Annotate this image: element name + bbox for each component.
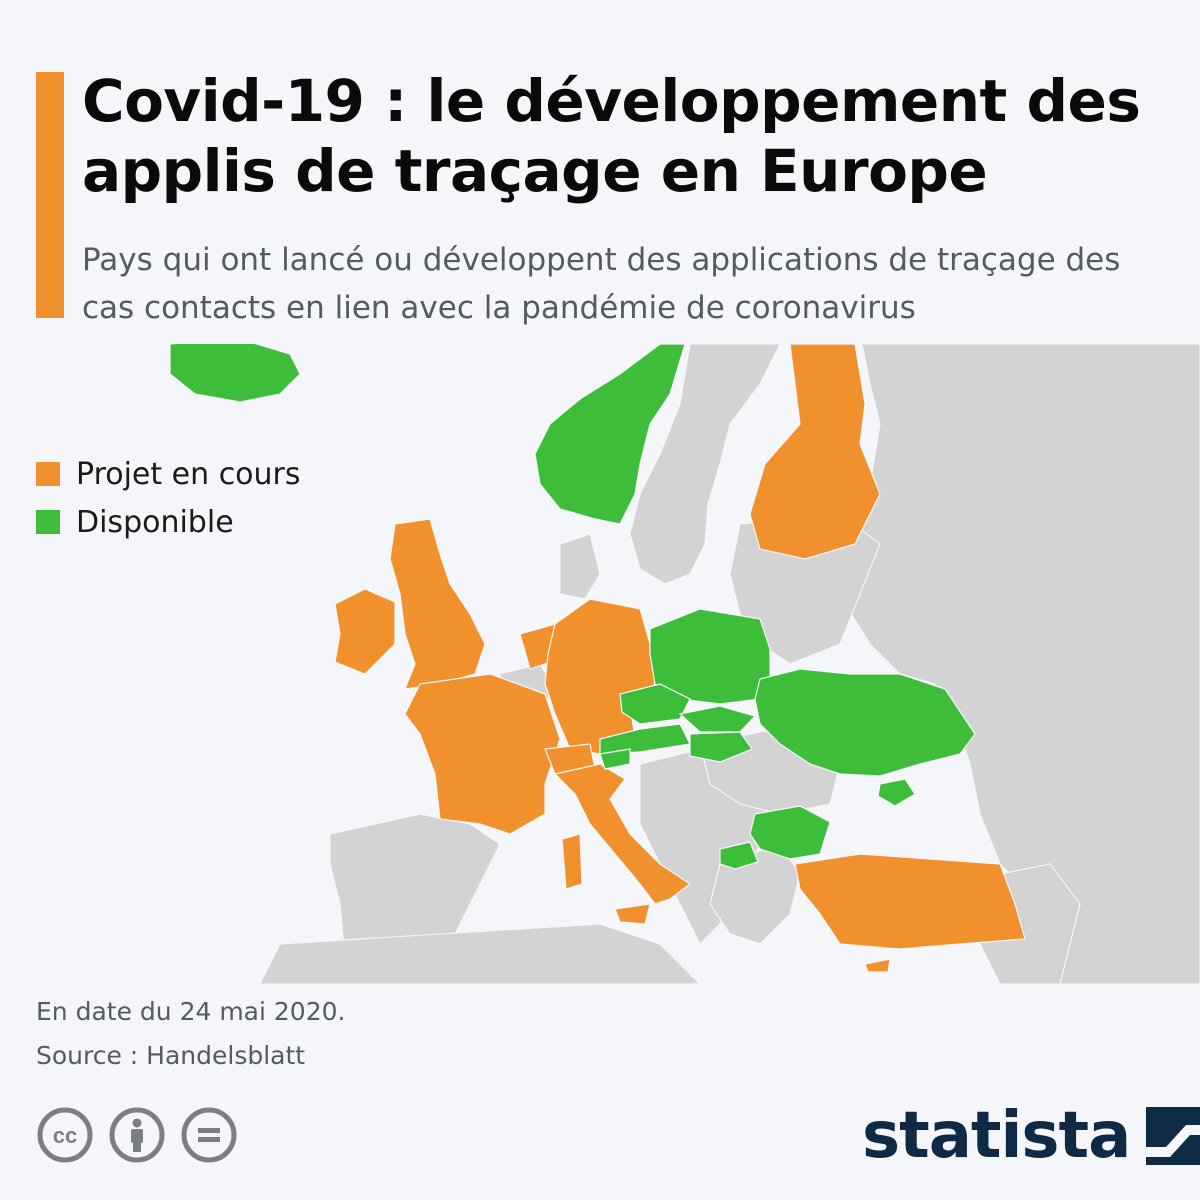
legend-label: Disponible	[76, 504, 234, 540]
by-icon[interactable]	[108, 1106, 166, 1164]
legend-swatch-orange	[36, 462, 60, 486]
legend-swatch-green	[36, 510, 60, 534]
footnote: En date du 24 mai 2020. Source : Handels…	[36, 990, 345, 1078]
countries-disponible	[169, 344, 976, 870]
nd-icon[interactable]	[180, 1106, 238, 1164]
legend-label: Projet en cours	[76, 456, 301, 492]
page-subtitle: Pays qui ont lancé ou développent des ap…	[82, 242, 1121, 326]
legend: Projet en cours Disponible	[36, 450, 301, 546]
footnote-date: En date du 24 mai 2020.	[36, 997, 346, 1026]
page-title: Covid-19 : le développement des applis d…	[82, 67, 1141, 205]
accent-bar	[36, 72, 64, 318]
brand[interactable]: statista	[862, 1096, 1200, 1176]
base-land	[259, 344, 1200, 984]
cc-icon[interactable]: cc	[36, 1106, 94, 1164]
countries-projet	[334, 344, 1026, 973]
svg-text:cc: cc	[53, 1123, 77, 1148]
legend-item-disponible: Disponible	[36, 498, 301, 546]
footnote-source: Source : Handelsblatt	[36, 1041, 306, 1070]
legend-item-projet: Projet en cours	[36, 450, 301, 498]
statista-logo-icon	[1146, 1107, 1200, 1165]
license-icons: cc	[36, 1106, 238, 1164]
europe-map	[0, 344, 1200, 984]
brand-name: statista	[862, 1099, 1131, 1173]
